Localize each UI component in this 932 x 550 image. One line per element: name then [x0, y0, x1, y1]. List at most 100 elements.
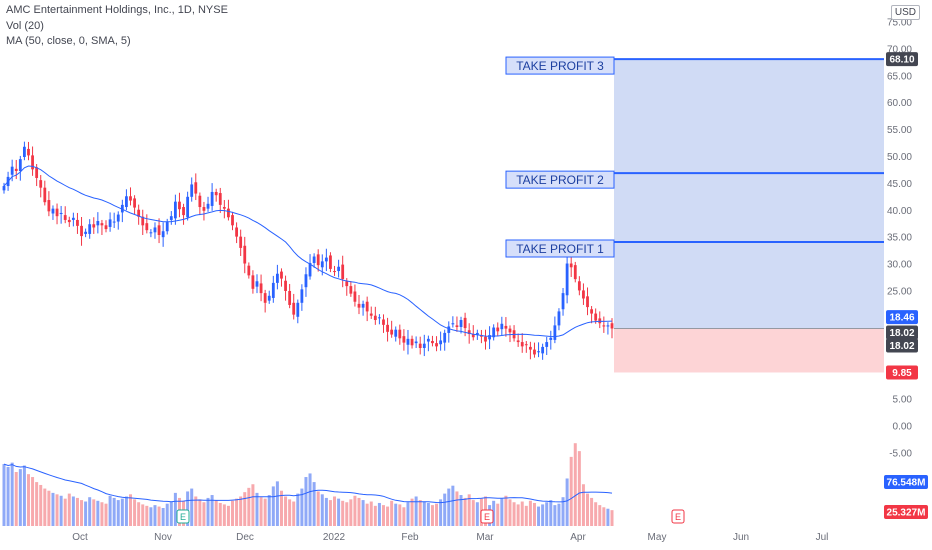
volume-bar — [67, 493, 71, 526]
volume-bar — [55, 494, 59, 526]
candle-body — [508, 328, 512, 333]
volume-bar — [320, 494, 324, 526]
volume-bar — [439, 499, 443, 526]
volume-bar — [63, 498, 67, 526]
time-tick-label: Feb — [401, 532, 419, 543]
candle-body — [43, 187, 47, 203]
candle-body — [18, 159, 22, 171]
volume-bar — [328, 500, 332, 526]
price-badge — [886, 365, 918, 380]
price-tick-label: 50.00 — [887, 152, 912, 163]
candle-body — [202, 207, 206, 211]
volume-bar — [145, 505, 149, 526]
candle-body — [341, 264, 345, 280]
candle-body — [300, 289, 304, 303]
volume-bar — [528, 500, 532, 526]
symbol-title: AMC Entertainment Holdings, Inc., 1D, NY… — [6, 4, 228, 16]
volume-bar — [218, 502, 222, 526]
candle-body — [316, 254, 320, 266]
candle-body — [231, 215, 234, 226]
volume-bar — [116, 500, 120, 526]
take-profit-levels: TAKE PROFIT 3 TAKE PROFIT 2 TAKE PROFIT 1 — [505, 56, 884, 258]
candle-body — [198, 195, 202, 208]
moving-average-lines — [3, 165, 613, 504]
price-ma-line — [3, 165, 613, 338]
volume-bar — [451, 485, 455, 526]
volume-bar — [381, 505, 385, 526]
volume-badge-label: 76.548M — [887, 478, 926, 489]
volume-bar — [467, 494, 471, 526]
candle-body — [67, 219, 71, 223]
candle-body — [516, 340, 520, 343]
time-tick-label: Dec — [236, 532, 254, 543]
volume-bar — [398, 504, 402, 526]
volume-bar — [341, 500, 345, 526]
candle-body — [280, 271, 283, 279]
volume-tick-label: 5.00 — [893, 395, 913, 406]
time-tick-label: Jun — [733, 532, 749, 543]
candle-body — [149, 232, 153, 234]
volume-bar — [606, 508, 610, 526]
volume-bar — [186, 491, 190, 526]
price-tick-label: 40.00 — [887, 206, 912, 217]
candle-body — [561, 293, 565, 310]
candle-body — [602, 325, 606, 327]
price-tick-label: 55.00 — [887, 125, 912, 136]
currency-button[interactable]: USD — [890, 5, 920, 20]
candle-body — [467, 330, 471, 334]
volume-bar — [304, 477, 308, 526]
volume-bar — [22, 465, 26, 526]
candle-body — [569, 263, 573, 268]
volume-bar — [239, 496, 243, 526]
volume-bar — [137, 502, 141, 526]
candle-body — [373, 315, 377, 321]
candle-body — [365, 301, 369, 312]
candle-body — [165, 222, 169, 232]
volume-bar — [549, 500, 553, 526]
candle-body — [243, 245, 247, 264]
price-tick-label: 30.00 — [887, 260, 912, 271]
candle-body — [47, 200, 51, 212]
volume-bar — [357, 497, 361, 526]
volume-bar — [520, 501, 524, 526]
candle-body — [284, 280, 287, 291]
time-tick-label: Oct — [72, 532, 88, 543]
candle-body — [104, 225, 108, 230]
candle-body — [528, 346, 532, 350]
take-profit-label: TAKE PROFIT 1 — [516, 242, 604, 256]
candle-body — [333, 271, 336, 273]
price-badge — [886, 310, 918, 325]
candle-body — [222, 207, 226, 209]
candle-body — [451, 323, 455, 325]
volume-bar — [390, 500, 394, 526]
volume-bar — [149, 507, 153, 526]
candle-body — [186, 196, 190, 218]
candle-body — [14, 168, 18, 171]
candle-body — [120, 204, 124, 213]
candle-body — [386, 324, 389, 332]
candle-body — [308, 262, 312, 277]
candle-body — [390, 329, 394, 335]
candle-body — [463, 317, 467, 329]
volume-bar — [235, 498, 239, 526]
candle-body — [100, 223, 104, 226]
earnings-icon-label: E — [484, 512, 490, 522]
candle-body — [129, 196, 132, 201]
candle-body — [288, 290, 292, 305]
volume-bar — [475, 502, 479, 526]
loss-zone — [614, 328, 884, 373]
take-profit-label-box — [505, 56, 615, 75]
candle-body — [369, 313, 373, 316]
candle-body — [255, 281, 259, 287]
volume-bar — [300, 488, 304, 526]
candle-body — [39, 180, 43, 188]
price-badge-label: 18.46 — [889, 313, 914, 324]
candle-body — [357, 303, 361, 308]
volume-bar — [545, 502, 549, 526]
candle-body — [594, 313, 598, 321]
candle-body — [267, 295, 271, 301]
candle-body — [577, 281, 581, 291]
volume-bar — [504, 495, 508, 526]
candle-body — [88, 224, 92, 234]
